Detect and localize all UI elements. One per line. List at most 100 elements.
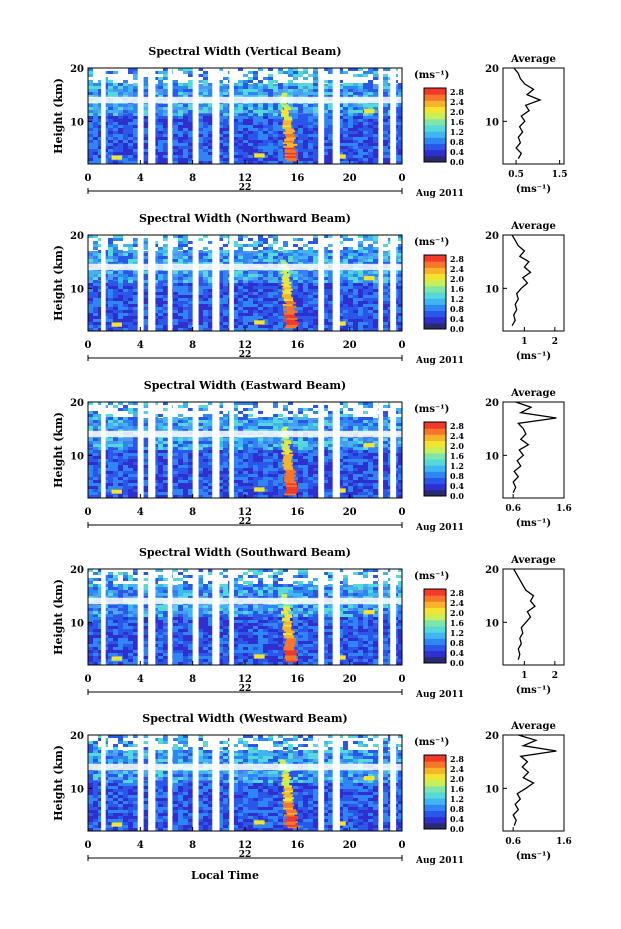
heatmap-cell xyxy=(178,89,183,92)
heatmap-cell xyxy=(88,441,93,444)
heatmap-cell xyxy=(98,471,103,474)
heatmap-cell xyxy=(123,295,128,298)
heatmap-cell xyxy=(353,143,358,146)
heatmap-cell xyxy=(283,83,288,86)
heatmap-cell xyxy=(223,140,228,143)
heatmap-cell xyxy=(233,155,238,158)
plume-cell xyxy=(283,285,292,288)
heatmap-cell xyxy=(143,450,148,453)
data-gap xyxy=(88,96,402,104)
heatmap-cell xyxy=(368,83,373,86)
heatmap-cell xyxy=(123,465,128,468)
heatmap-cell xyxy=(118,235,123,238)
heatmap-cell xyxy=(248,495,253,498)
heatmap-cell xyxy=(88,128,93,131)
y-tick-label: 20 xyxy=(70,64,84,75)
heatmap-cell xyxy=(108,125,113,128)
heatmap-cell xyxy=(243,471,248,474)
heatmap-cell xyxy=(223,325,228,328)
heatmap-cell xyxy=(293,116,298,119)
heatmap-cell xyxy=(248,119,253,122)
heatmap-cell xyxy=(308,131,313,134)
heatmap-cell xyxy=(133,438,138,441)
heatmap-cell xyxy=(93,280,98,283)
heatmap-cell xyxy=(118,483,123,486)
heatmap-cell xyxy=(173,307,178,310)
heatmap-cell xyxy=(248,131,253,134)
heatmap-cell xyxy=(208,122,213,125)
heatmap-cell xyxy=(308,158,313,161)
heatmap-cell xyxy=(373,119,378,122)
heatmap-cell xyxy=(198,453,203,456)
x-tick-label: 0 xyxy=(85,340,92,351)
heatmap-cell xyxy=(253,83,258,86)
heatmap-cell xyxy=(363,92,368,95)
heatmap-cell xyxy=(153,304,158,307)
heatmap-cell xyxy=(123,471,128,474)
heatmap-cell xyxy=(153,77,158,80)
heatmap-cell xyxy=(113,277,118,280)
heatmap-cell xyxy=(233,408,238,411)
heatmap-cell xyxy=(158,420,163,423)
heatmap-cell xyxy=(283,420,288,423)
heatmap-cell xyxy=(368,104,373,107)
heatmap-cell xyxy=(178,325,183,328)
heatmap-cell xyxy=(163,283,168,286)
heatmap-cell xyxy=(238,492,243,495)
heatmap-cell xyxy=(98,161,103,164)
heatmap-cell xyxy=(118,137,123,140)
plume-cell xyxy=(285,128,294,131)
heatmap-cell xyxy=(133,441,138,444)
heatmap-cell xyxy=(338,107,343,110)
heatmap-cell xyxy=(123,408,128,411)
heatmap-cell xyxy=(208,298,213,301)
heatmap-cell xyxy=(278,325,283,328)
heatmap-cell xyxy=(348,286,353,289)
heatmap-cell xyxy=(188,450,193,453)
heatmap-cell xyxy=(328,140,333,143)
heatmap-cell xyxy=(288,253,293,256)
heatmap-cell xyxy=(133,158,138,161)
heatmap-cell xyxy=(373,298,378,301)
heatmap-cell xyxy=(323,152,328,155)
heatmap-cell xyxy=(93,483,98,486)
heatmap-cell xyxy=(298,155,303,158)
heatmap-cell xyxy=(178,316,183,319)
heatmap-cell xyxy=(143,86,148,89)
heatmap-cell xyxy=(88,450,93,453)
heatmap-cell xyxy=(293,292,298,295)
heatmap-cell xyxy=(268,456,273,459)
heatmap-cell xyxy=(258,438,263,441)
heatmap-cell xyxy=(108,426,113,429)
heatmap-cell xyxy=(128,471,133,474)
heatmap-cell xyxy=(173,480,178,483)
heatmap-cell xyxy=(313,438,318,441)
heatmap-cell xyxy=(363,307,368,310)
heatmap-cell xyxy=(343,83,348,86)
heatmap-cell xyxy=(283,328,288,331)
heatmap-cell xyxy=(348,283,353,286)
heatmap-cell xyxy=(153,116,158,119)
heatmap-cell xyxy=(398,307,402,310)
heatmap-cell xyxy=(223,471,228,474)
heatmap-cell xyxy=(203,95,208,98)
plume-cell xyxy=(280,114,289,117)
heatmap-cell xyxy=(218,104,223,107)
heatmap-cell xyxy=(108,474,113,477)
heatmap-cell xyxy=(303,495,308,498)
heatmap-cell xyxy=(243,316,248,319)
heatmap-cell xyxy=(178,468,183,471)
heatmap-cell xyxy=(278,71,283,74)
heatmap-cell xyxy=(178,149,183,152)
heatmap-cell xyxy=(108,402,113,405)
heatmap-cell xyxy=(263,453,268,456)
data-gap xyxy=(192,235,199,331)
heatmap-cell xyxy=(153,319,158,322)
heatmap-cell xyxy=(93,486,98,489)
heatmap-cell xyxy=(123,313,128,316)
heatmap-cell xyxy=(118,286,123,289)
heatmap-cell xyxy=(108,301,113,304)
heatmap-cell xyxy=(248,471,253,474)
heatmap-cell xyxy=(123,95,128,98)
heatmap-cell xyxy=(178,238,183,241)
